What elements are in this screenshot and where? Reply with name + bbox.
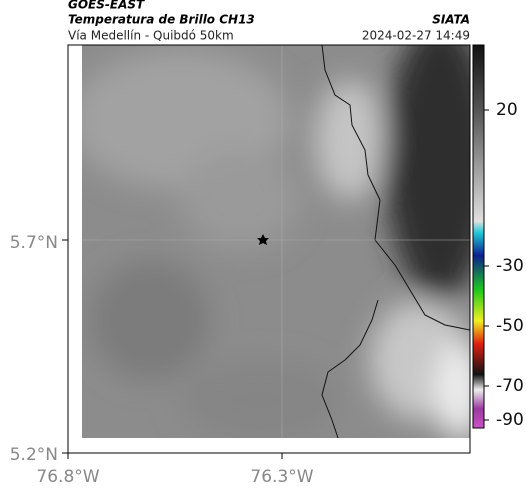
timestamp: 2024-02-27 14:49 xyxy=(362,29,470,43)
colorbar-tick-label: -70 xyxy=(496,376,524,396)
map-frame xyxy=(67,44,471,454)
colorbar-tick-label: -30 xyxy=(496,256,524,276)
lat-label: 5.2°N xyxy=(10,445,58,465)
lon-label: 76.3°W xyxy=(250,467,313,487)
region: Vía Medellín - Quibdó 50km xyxy=(68,29,234,43)
axis-ticks xyxy=(62,239,283,459)
satellite-image xyxy=(82,45,470,438)
location-marker xyxy=(257,234,269,245)
product: Temperatura de Brillo CH13 xyxy=(68,13,255,27)
colorbar-tick-label: 20 xyxy=(496,100,518,120)
colorbar-tick-label: -90 xyxy=(496,410,524,430)
source: SIATA xyxy=(432,13,470,27)
colorbar xyxy=(472,44,485,429)
lon-label: 76.8°W xyxy=(36,467,99,487)
satellite: GOES-EAST xyxy=(68,0,145,12)
lat-label: 5.7°N xyxy=(10,233,58,253)
colorbar-tick-label: -50 xyxy=(496,316,524,336)
